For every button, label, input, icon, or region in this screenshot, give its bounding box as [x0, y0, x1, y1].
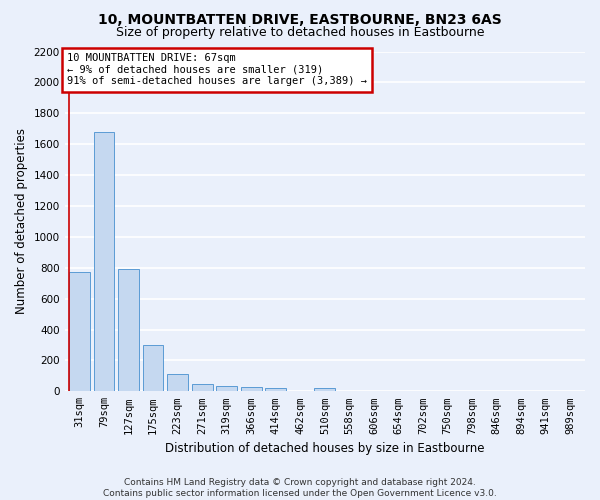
Bar: [143, 345, 163, 392]
Text: Size of property relative to detached houses in Eastbourne: Size of property relative to detached ho…: [116, 26, 484, 39]
Bar: [167, 374, 188, 392]
Bar: [69, 272, 90, 392]
Text: 10 MOUNTBATTEN DRIVE: 67sqm
← 9% of detached houses are smaller (319)
91% of sem: 10 MOUNTBATTEN DRIVE: 67sqm ← 9% of deta…: [67, 53, 367, 86]
Bar: [94, 132, 115, 392]
Bar: [265, 388, 286, 392]
Text: Contains HM Land Registry data © Crown copyright and database right 2024.
Contai: Contains HM Land Registry data © Crown c…: [103, 478, 497, 498]
Bar: [314, 388, 335, 392]
X-axis label: Distribution of detached houses by size in Eastbourne: Distribution of detached houses by size …: [165, 442, 485, 455]
Text: 10, MOUNTBATTEN DRIVE, EASTBOURNE, BN23 6AS: 10, MOUNTBATTEN DRIVE, EASTBOURNE, BN23 …: [98, 12, 502, 26]
Bar: [216, 386, 237, 392]
Bar: [241, 387, 262, 392]
Bar: [191, 384, 212, 392]
Y-axis label: Number of detached properties: Number of detached properties: [15, 128, 28, 314]
Bar: [118, 268, 139, 392]
